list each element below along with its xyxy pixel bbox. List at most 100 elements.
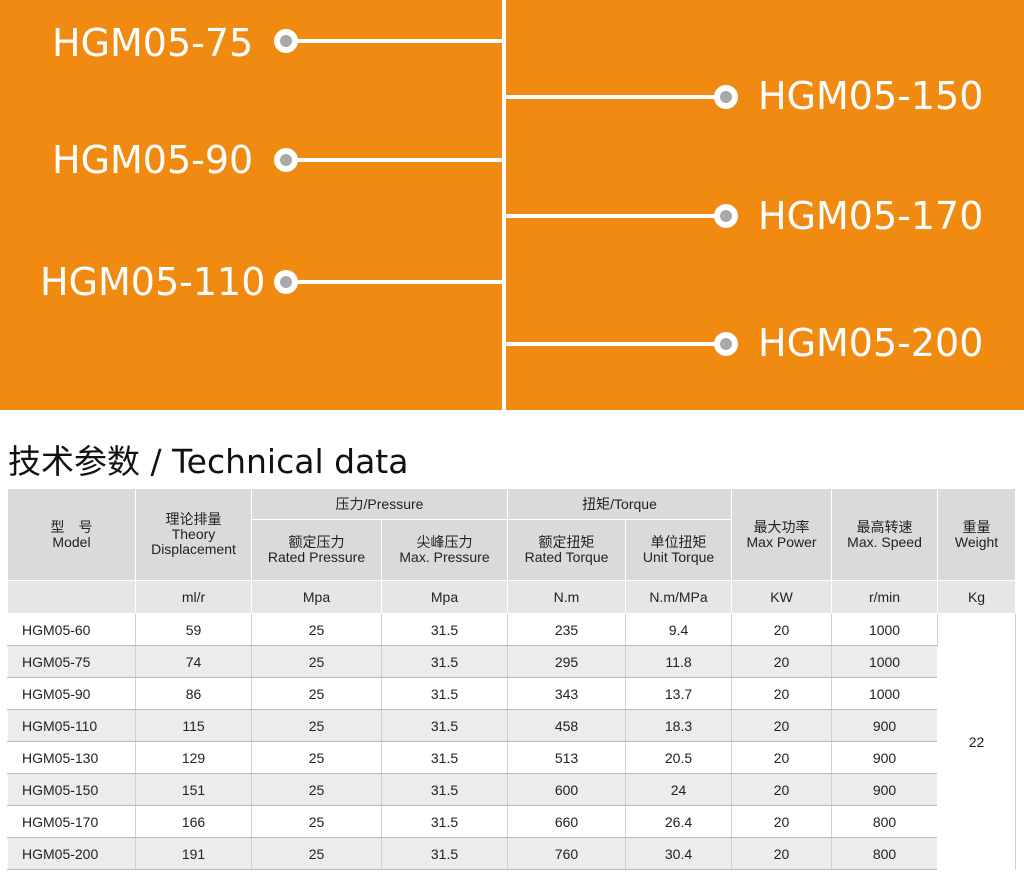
header-model: 型 号 Model: [7, 488, 136, 581]
unit-cell: N.m/MPa: [625, 580, 733, 614]
table-row: HGM05-150 151 25 31.5 600 24 20 900: [7, 773, 1016, 806]
value-cell: 513: [507, 741, 627, 774]
value-cell: 191: [135, 837, 252, 870]
section-title: 技术参数 / Technical data: [8, 442, 409, 481]
header-displacement: 理论排量 Theory Displacement: [135, 488, 252, 581]
connector-dot-icon: [714, 332, 738, 356]
connector-dot-icon: [714, 85, 738, 109]
value-cell: 9.4: [625, 613, 733, 646]
model-cell: HGM05-90: [7, 677, 136, 710]
value-cell: 900: [831, 773, 939, 806]
header-max-power: 最大功率 Max Power: [731, 488, 833, 581]
value-cell: 20: [731, 709, 833, 742]
value-cell: 25: [251, 613, 382, 646]
unit-cell-empty: [7, 580, 136, 614]
value-cell: 235: [507, 613, 627, 646]
weight-cell: 22: [937, 613, 1017, 870]
unit-cell: Mpa: [380, 580, 509, 614]
value-cell: 20: [731, 741, 833, 774]
header-pressure-group: 压力/Pressure: [250, 488, 509, 520]
value-cell: 151: [135, 773, 252, 806]
banner-model-label: HGM05-90: [52, 138, 254, 182]
model-cell: HGM05-170: [7, 805, 136, 838]
table-row: HGM05-75 74 25 31.5 295 11.8 20 1000: [7, 645, 1016, 678]
unit-cell: Mpa: [251, 580, 382, 614]
unit-cell: KW: [731, 580, 833, 614]
model-cell: HGM05-60: [7, 613, 136, 646]
value-cell: 11.8: [625, 645, 733, 678]
value-cell: 166: [135, 805, 252, 838]
value-cell: 31.5: [380, 645, 509, 678]
value-cell: 31.5: [380, 709, 509, 742]
model-cell: HGM05-150: [7, 773, 136, 806]
value-cell: 24: [625, 773, 733, 806]
unit-cell: r/min: [831, 580, 939, 614]
value-cell: 13.7: [625, 677, 733, 710]
unit-cell: ml/r: [135, 580, 252, 614]
value-cell: 458: [507, 709, 627, 742]
table-row: HGM05-110 115 25 31.5 458 18.3 20 900: [7, 709, 1016, 742]
banner-model-label: HGM05-170: [758, 194, 984, 238]
value-cell: 1000: [831, 677, 939, 710]
connector-line: [296, 39, 506, 43]
value-cell: 25: [251, 677, 382, 710]
value-cell: 31.5: [380, 837, 509, 870]
value-cell: 1000: [831, 613, 939, 646]
connector-dot-icon: [274, 29, 298, 53]
connector-line: [506, 214, 720, 218]
connector-line: [506, 342, 720, 346]
connector-line: [296, 280, 506, 284]
value-cell: 20.5: [625, 741, 733, 774]
value-cell: 30.4: [625, 837, 733, 870]
value-cell: 20: [731, 837, 833, 870]
value-cell: 31.5: [380, 805, 509, 838]
model-cell: HGM05-130: [7, 741, 136, 774]
table-body: HGM05-60 59 25 31.5 235 9.4 20 1000 22 HGM05-75 74…: [7, 613, 1017, 870]
value-cell: 26.4: [625, 805, 733, 838]
header-torque-group: 扭矩/Torque: [507, 488, 733, 520]
value-cell: 20: [731, 773, 833, 806]
header-weight: 重量 Weight: [937, 488, 1017, 581]
connector-trunk: [502, 0, 506, 410]
table-row: HGM05-200 191 25 31.5 760 30.4 20 800: [7, 837, 1016, 870]
value-cell: 800: [831, 837, 939, 870]
value-cell: 343: [507, 677, 627, 710]
value-cell: 900: [831, 741, 939, 774]
value-cell: 18.3: [625, 709, 733, 742]
banner-model-label: HGM05-150: [758, 74, 984, 118]
value-cell: 31.5: [380, 677, 509, 710]
value-cell: 20: [731, 677, 833, 710]
connector-line: [506, 95, 720, 99]
header-max-speed: 最高转速 Max. Speed: [831, 488, 939, 581]
connector-line: [296, 158, 506, 162]
table-row: HGM05-60 59 25 31.5 235 9.4 20 1000 22: [7, 613, 1017, 870]
value-cell: 129: [135, 741, 252, 774]
table-row: HGM05-130 129 25 31.5 513 20.5 20 900: [7, 741, 1016, 774]
value-cell: 59: [135, 613, 252, 646]
model-cell: HGM05-200: [7, 837, 136, 870]
value-cell: 31.5: [380, 741, 509, 774]
value-cell: 115: [135, 709, 252, 742]
model-cell: HGM05-110: [7, 709, 136, 742]
value-cell: 31.5: [380, 773, 509, 806]
value-cell: 20: [731, 613, 833, 646]
model-cell: HGM05-75: [7, 645, 136, 678]
value-cell: 600: [507, 773, 627, 806]
value-cell: 20: [731, 645, 833, 678]
connector-dot-icon: [714, 204, 738, 228]
value-cell: 25: [251, 805, 382, 838]
value-cell: 25: [251, 741, 382, 774]
table-row: HGM05-170 166 25 31.5 660 26.4 20 800: [7, 805, 1016, 838]
value-cell: 900: [831, 709, 939, 742]
banner-model-label: HGM05-200: [758, 321, 984, 365]
value-cell: 295: [507, 645, 627, 678]
value-cell: 31.5: [380, 613, 509, 646]
connector-dot-icon: [274, 148, 298, 172]
value-cell: 25: [251, 645, 382, 678]
banner-model-label: HGM05-75: [52, 21, 254, 65]
value-cell: 1000: [831, 645, 939, 678]
header-unit-torque: 单位扭矩 Unit Torque: [625, 519, 733, 581]
header-rated-torque: 额定扭矩 Rated Torque: [507, 519, 627, 581]
value-cell: 20: [731, 805, 833, 838]
table-row: HGM05-90 86 25 31.5 343 13.7 20 1000: [7, 677, 1016, 710]
